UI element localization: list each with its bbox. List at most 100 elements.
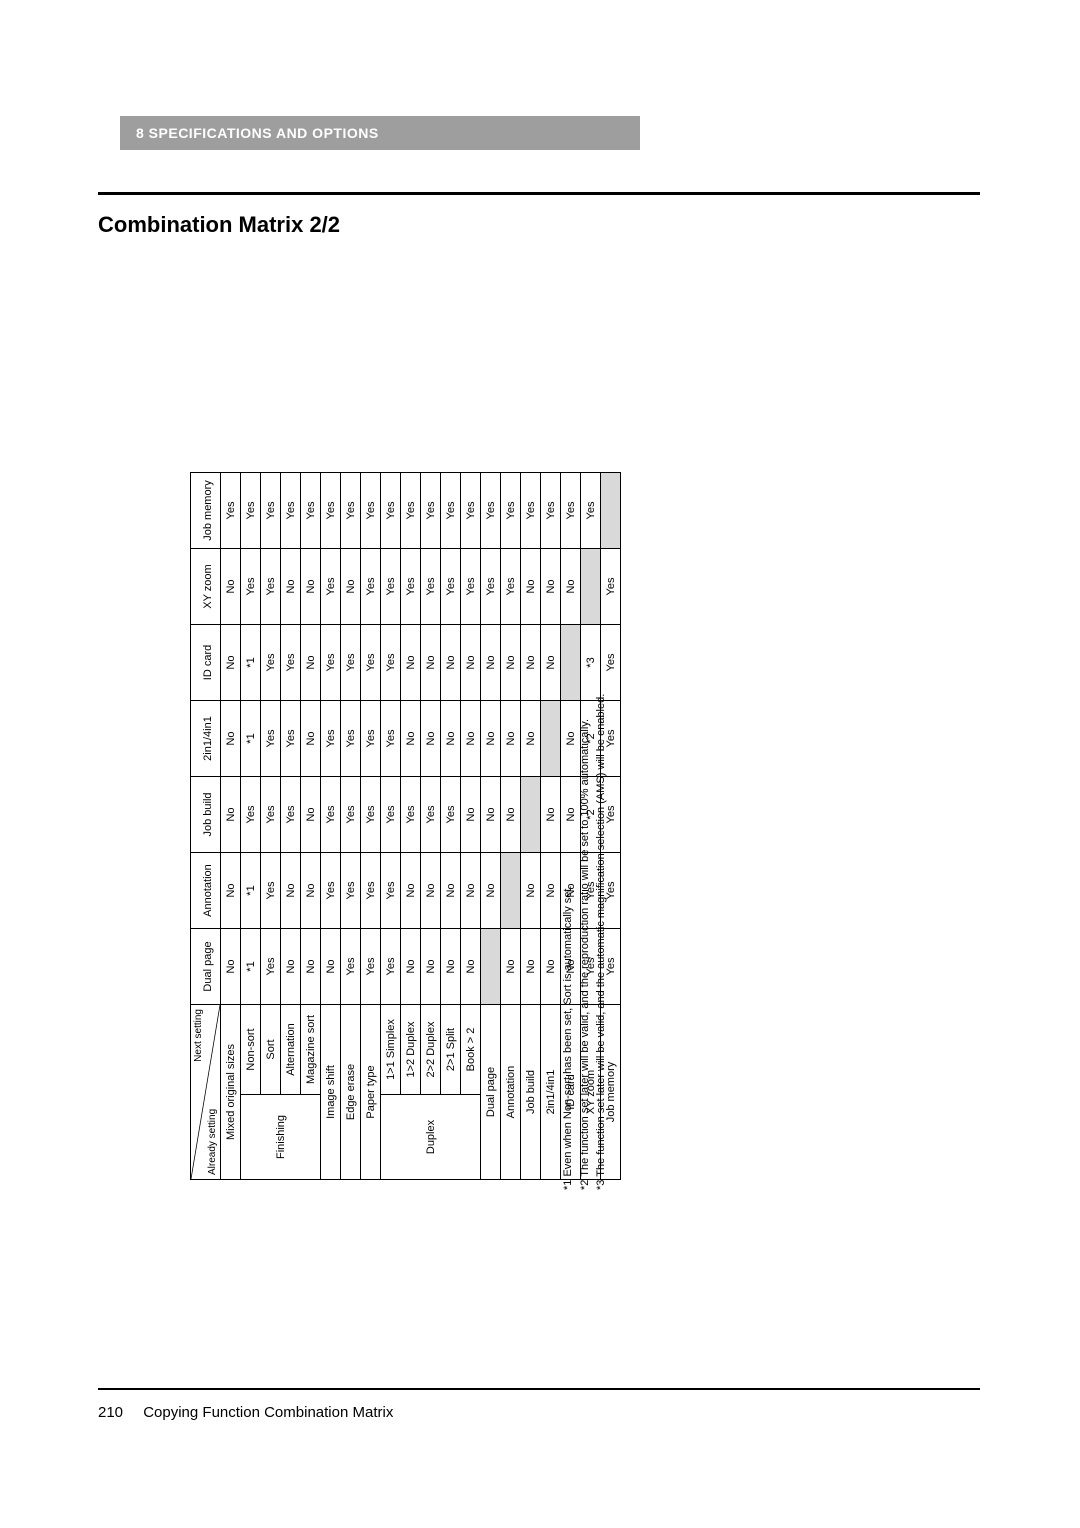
matrix-cell: No (521, 701, 541, 777)
chapter-header-bar: 8 SPECIFICATIONS AND OPTIONS (120, 116, 640, 150)
matrix-cell: Yes (341, 853, 361, 929)
matrix-cell: Yes (381, 701, 401, 777)
matrix-cell: Yes (241, 549, 261, 625)
matrix-cell: No (541, 625, 561, 701)
row-header: Image shift (321, 1005, 341, 1180)
matrix-cell: No (301, 853, 321, 929)
matrix-table-container: Next setting Already setting Dual page A… (190, 480, 621, 1180)
matrix-cell: Yes (481, 473, 501, 549)
matrix-cell: Yes (461, 549, 481, 625)
row-group-header: Duplex (381, 1095, 481, 1180)
table-row: 2in1/4in1NoNoNoNoNoYes (541, 473, 561, 1180)
matrix-cell: No (461, 853, 481, 929)
matrix-cell: Yes (381, 473, 401, 549)
matrix-cell: No (401, 853, 421, 929)
matrix-cell (601, 473, 621, 549)
footnote-2: *2 The function set later will be valid,… (577, 550, 594, 1190)
matrix-cell: No (541, 777, 561, 853)
matrix-cell: Yes (281, 625, 301, 701)
matrix-cell: No (401, 929, 421, 1005)
row-subheader: 1>1 Simplex (381, 1005, 401, 1095)
matrix-cell: No (421, 625, 441, 701)
matrix-cell: No (481, 701, 501, 777)
matrix-cell: No (461, 777, 481, 853)
col-header: Job build (191, 777, 221, 853)
matrix-cell: Yes (261, 853, 281, 929)
matrix-cell: Yes (381, 853, 401, 929)
row-header: Annotation (501, 1005, 521, 1180)
matrix-cell: No (421, 929, 441, 1005)
matrix-cell: No (421, 701, 441, 777)
matrix-cell: Yes (321, 549, 341, 625)
section-title: Combination Matrix 2/2 (98, 212, 340, 238)
footnote-3: *3 The function set later will be valid,… (593, 550, 610, 1190)
row-subheader: Book > 2 (461, 1005, 481, 1095)
matrix-cell: Yes (381, 549, 401, 625)
already-setting-label: Already setting (207, 1109, 218, 1175)
matrix-cell: Yes (501, 549, 521, 625)
row-subheader: Sort (261, 1005, 281, 1095)
row-header: Mixed original sizes (221, 1005, 241, 1180)
matrix-cell: Yes (321, 625, 341, 701)
footnote-1: *1 Even when Non-sort has been set, Sort… (560, 550, 577, 1190)
matrix-cell: Yes (321, 853, 341, 929)
matrix-cell: Yes (321, 777, 341, 853)
table-row: Magazine sortNoNoNoNoNoNoYes (301, 473, 321, 1180)
matrix-cell: Yes (241, 473, 261, 549)
matrix-cell: No (501, 929, 521, 1005)
matrix-cell: Yes (341, 625, 361, 701)
matrix-cell: No (401, 701, 421, 777)
matrix-cell: Yes (361, 929, 381, 1005)
col-header: XY zoom (191, 549, 221, 625)
matrix-cell: Yes (281, 777, 301, 853)
col-header: Job memory (191, 473, 221, 549)
table-row: Image shiftNoYesYesYesYesYesYes (321, 473, 341, 1180)
matrix-cell: Yes (401, 473, 421, 549)
matrix-cell: No (221, 549, 241, 625)
matrix-cell: Yes (341, 929, 361, 1005)
matrix-cell: Yes (261, 625, 281, 701)
row-subheader: Alternation (281, 1005, 301, 1095)
matrix-cell: No (521, 625, 541, 701)
next-setting-label: Next setting (193, 1009, 204, 1062)
matrix-cell: Yes (341, 701, 361, 777)
combination-matrix-table: Next setting Already setting Dual page A… (190, 472, 621, 1180)
matrix-cell: Yes (241, 777, 261, 853)
page-number: 210 (98, 1404, 123, 1421)
matrix-cell: Yes (381, 625, 401, 701)
footer-title: Copying Function Combination Matrix (143, 1404, 393, 1421)
matrix-cell: Yes (581, 473, 601, 549)
table-row: Job buildNoNoNoNoNoYes (521, 473, 541, 1180)
col-header: Dual page (191, 929, 221, 1005)
matrix-cell: No (421, 853, 441, 929)
matrix-cell: Yes (481, 549, 501, 625)
matrix-cell: Yes (381, 777, 401, 853)
matrix-cell: Yes (321, 701, 341, 777)
matrix-cell: No (521, 929, 541, 1005)
rule-bottom (98, 1388, 980, 1390)
matrix-cell: No (441, 853, 461, 929)
matrix-cell: No (281, 549, 301, 625)
row-subheader: 2>2 Duplex (421, 1005, 441, 1095)
matrix-cell: No (281, 853, 301, 929)
matrix-cell: No (221, 777, 241, 853)
row-header: Dual page (481, 1005, 501, 1180)
matrix-cell: No (341, 549, 361, 625)
row-header: Paper type (361, 1005, 381, 1180)
matrix-cell: No (301, 929, 321, 1005)
row-header: Job build (521, 1005, 541, 1180)
matrix-cell: Yes (361, 549, 381, 625)
matrix-cell: No (301, 625, 321, 701)
matrix-cell: No (281, 929, 301, 1005)
matrix-cell: Yes (361, 853, 381, 929)
col-header: 2in1/4in1 (191, 701, 221, 777)
matrix-cell: No (541, 549, 561, 625)
table-row: SortYesYesYesYesYesYesYes (261, 473, 281, 1180)
matrix-cell: Yes (441, 777, 461, 853)
page-footer: 210 Copying Function Combination Matrix (98, 1404, 393, 1421)
matrix-cell: Yes (261, 777, 281, 853)
matrix-cell: Yes (261, 549, 281, 625)
matrix-cell: No (221, 625, 241, 701)
matrix-cell: No (501, 625, 521, 701)
matrix-cell: Yes (281, 473, 301, 549)
